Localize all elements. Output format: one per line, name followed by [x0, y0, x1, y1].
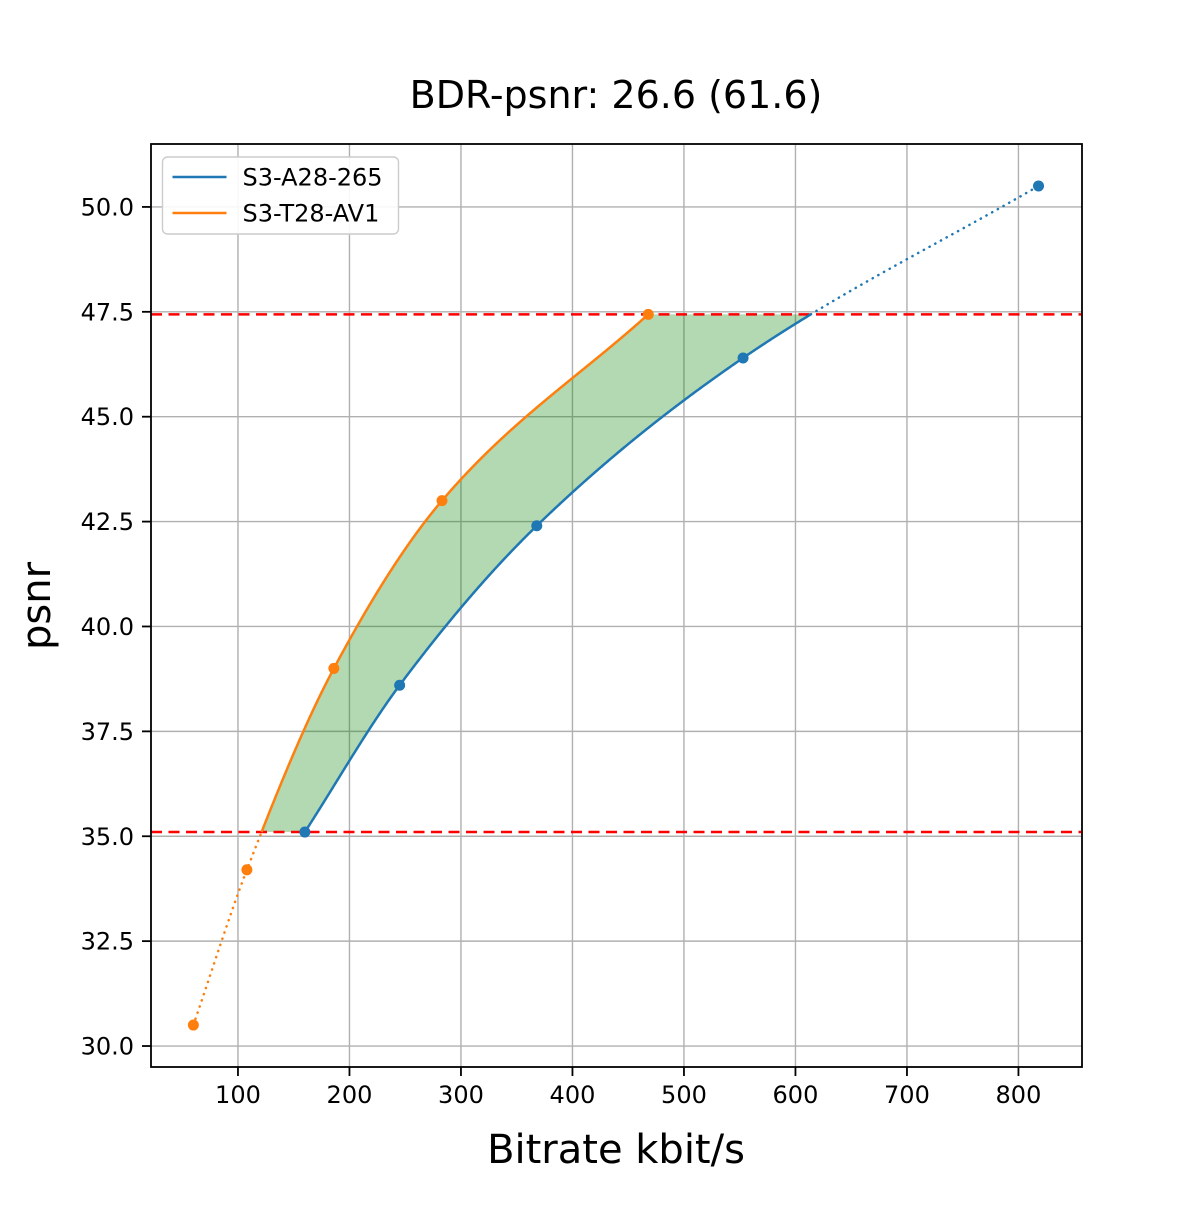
x-axis-label: Bitrate kbit/s: [487, 1127, 745, 1173]
y-tick-label: 30.0: [81, 1033, 134, 1061]
x-tick-label: 300: [438, 1081, 484, 1109]
data-point-marker: [1033, 180, 1045, 192]
series-curve-dotted: [809, 184, 1040, 316]
data-point-marker: [531, 520, 543, 532]
series-curve-solid: [303, 313, 812, 833]
data-point-marker: [436, 495, 448, 507]
data-point-marker: [737, 352, 749, 364]
x-tick-label: 500: [661, 1081, 707, 1109]
data-point-marker: [241, 864, 253, 876]
y-tick-label: 47.5: [81, 298, 134, 326]
plot-border: [150, 143, 1083, 1068]
y-tick-label: 45.0: [81, 403, 134, 431]
series-curve-dotted: [192, 830, 263, 1027]
x-tick-label: 600: [773, 1081, 819, 1109]
series-curve-solid: [260, 313, 650, 834]
y-tick-label: 42.5: [81, 508, 134, 536]
chart-title: BDR-psnr: 26.6 (61.6): [410, 73, 823, 117]
x-tick-label: 800: [996, 1081, 1042, 1109]
bd-rate-fill-area: [261, 314, 811, 833]
y-tick-label: 50.0: [81, 193, 134, 221]
legend-label: S3-A28-265: [243, 164, 383, 192]
x-tick-label: 200: [327, 1081, 373, 1109]
y-tick-label: 35.0: [81, 823, 134, 851]
data-point-marker: [299, 826, 311, 838]
y-axis-label: psnr: [14, 561, 60, 650]
y-tick-label: 37.5: [81, 718, 134, 746]
x-tick-label: 700: [884, 1081, 930, 1109]
y-tick-label: 32.5: [81, 928, 134, 956]
y-tick-label: 40.0: [81, 613, 134, 641]
legend-label: S3-T28-AV1: [243, 200, 380, 228]
data-point-marker: [187, 1019, 199, 1031]
data-point-marker: [394, 679, 406, 691]
x-tick-label: 400: [550, 1081, 596, 1109]
data-point-marker: [328, 662, 340, 674]
x-tick-label: 100: [215, 1081, 261, 1109]
data-point-marker: [642, 308, 654, 320]
